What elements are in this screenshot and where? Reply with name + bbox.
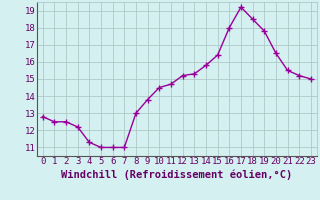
- X-axis label: Windchill (Refroidissement éolien,°C): Windchill (Refroidissement éolien,°C): [61, 169, 292, 180]
